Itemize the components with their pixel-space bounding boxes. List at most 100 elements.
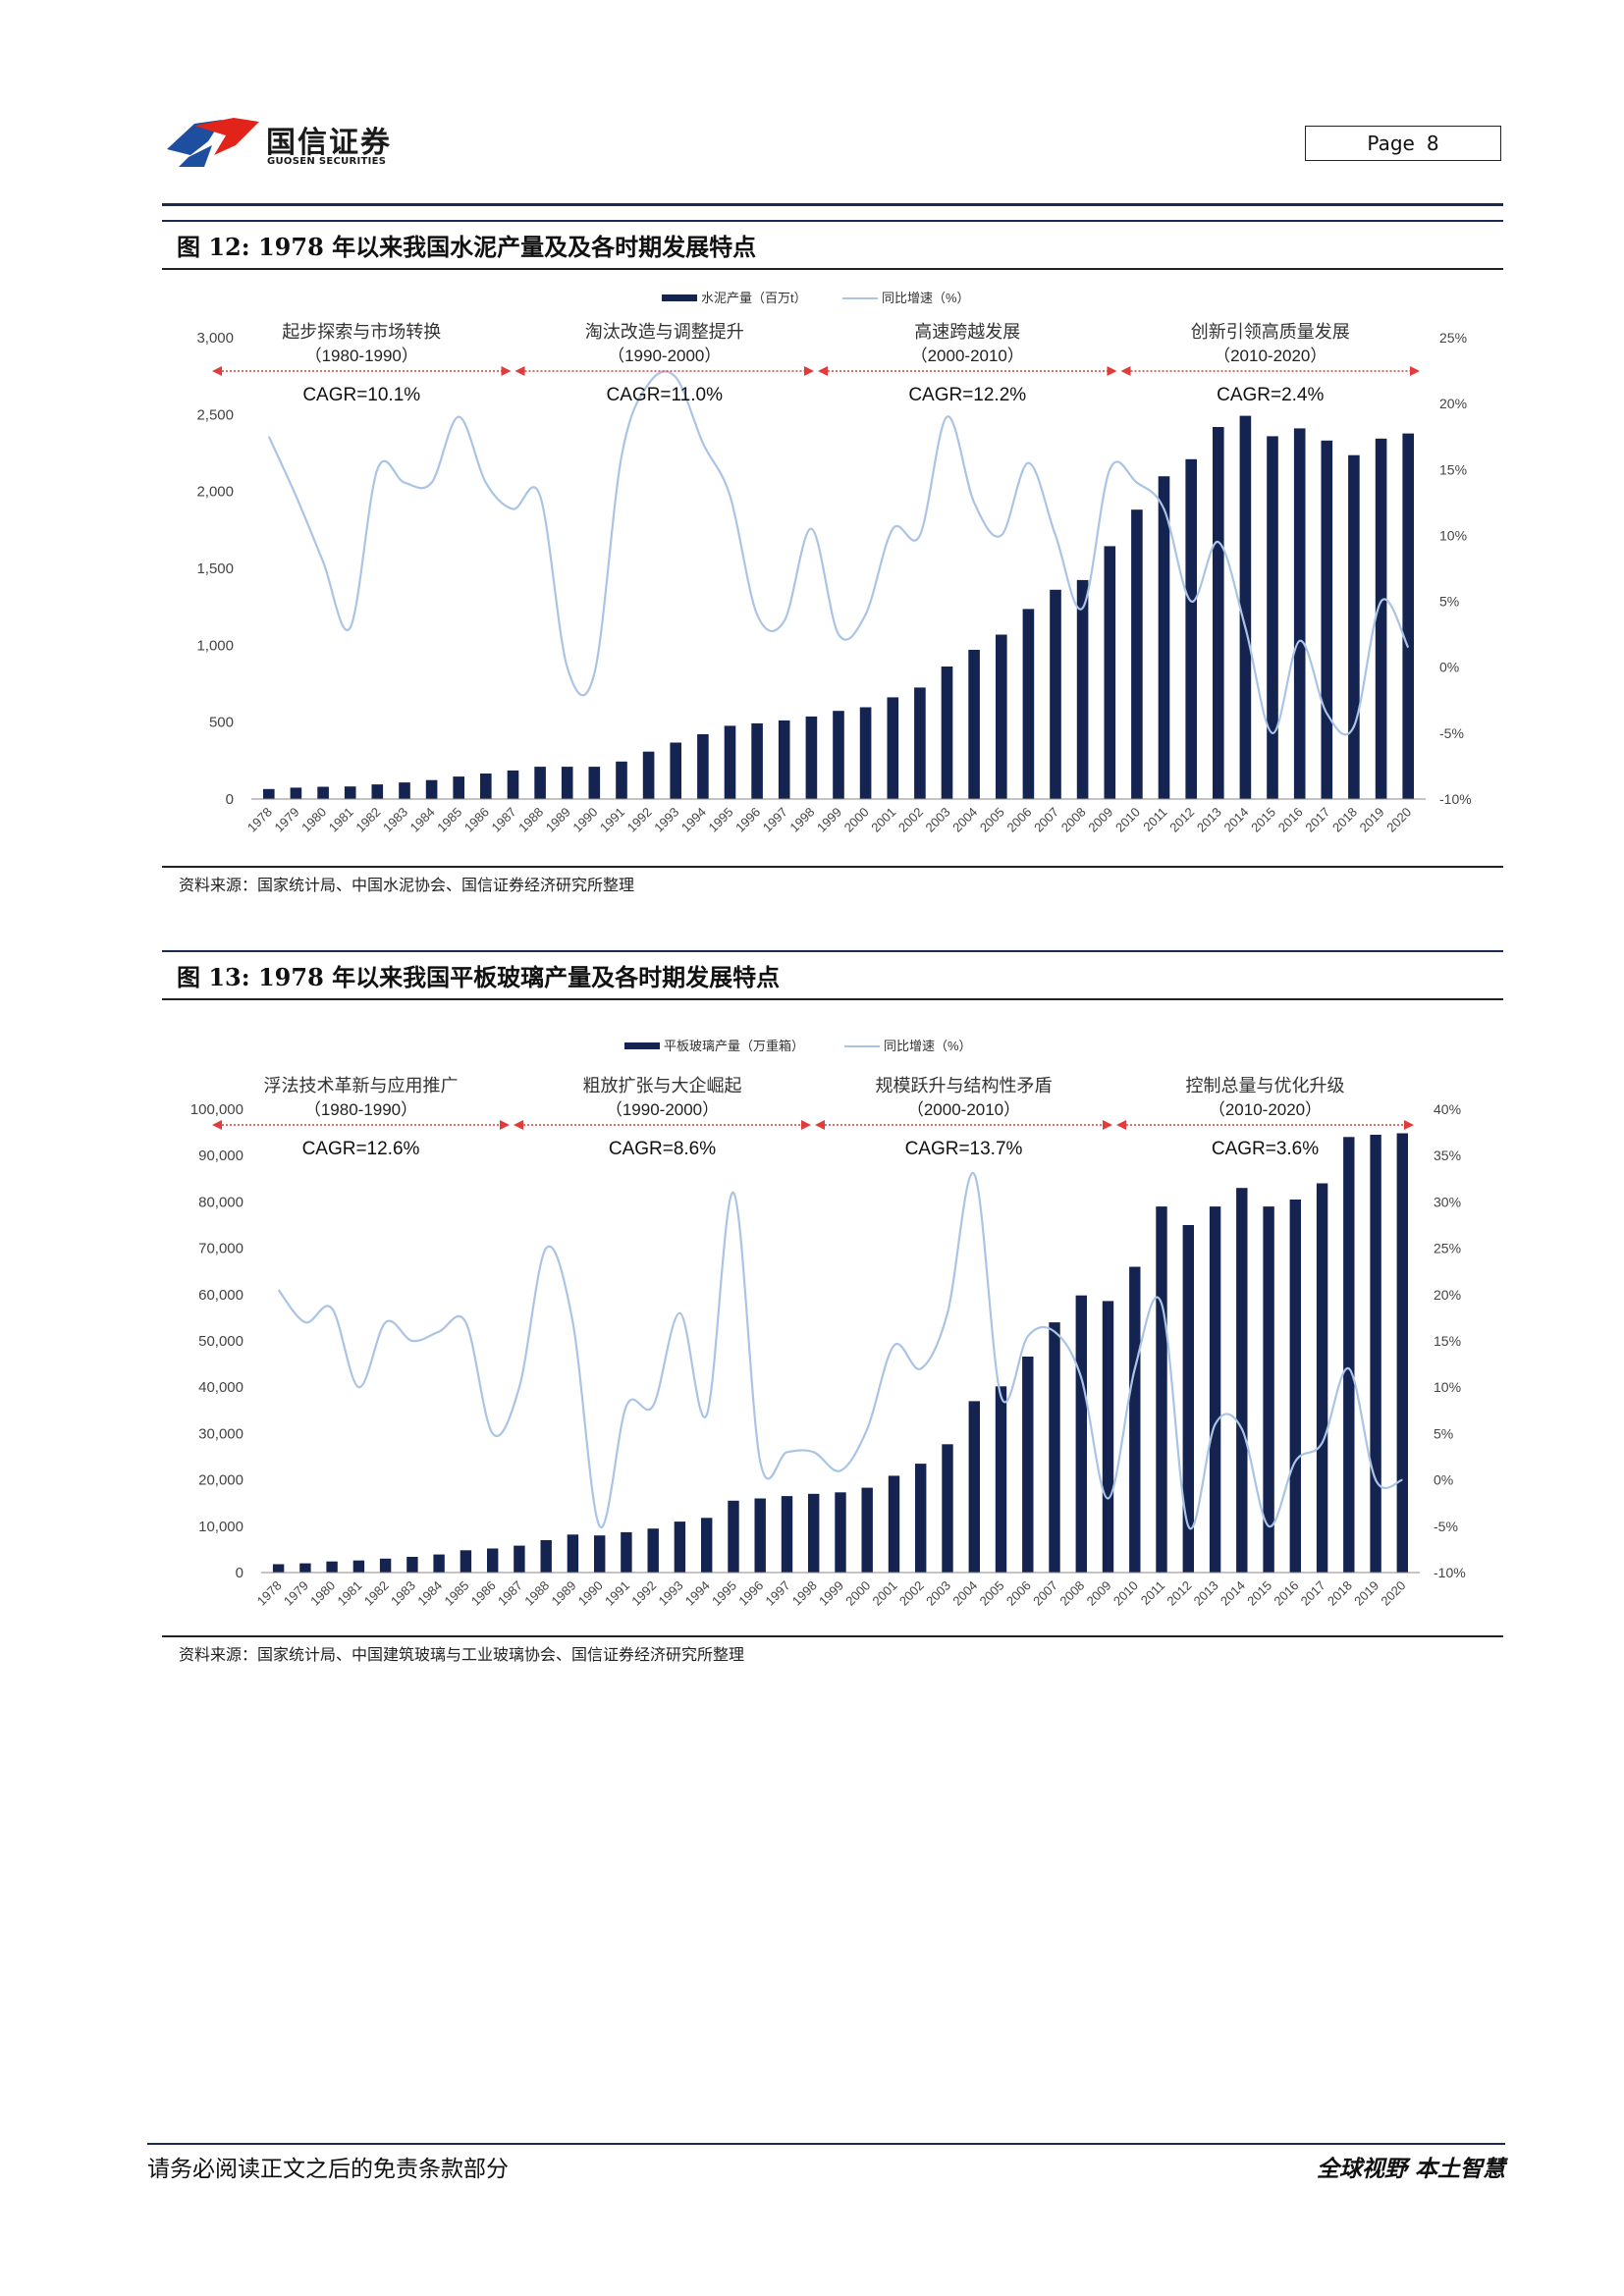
bar-2014 bbox=[1239, 415, 1252, 799]
bar-1991 bbox=[621, 1531, 632, 1573]
bar-2012 bbox=[1185, 458, 1197, 799]
x-tick-label: 2004 bbox=[949, 805, 980, 835]
bar-2016 bbox=[1289, 1200, 1301, 1573]
period-range: （2000-2010） bbox=[907, 1100, 1020, 1119]
period-cagr: CAGR=13.7% bbox=[905, 1139, 1023, 1159]
x-tick-label: 2018 bbox=[1325, 1578, 1355, 1609]
logo-mark-icon bbox=[167, 118, 259, 167]
period-range: （1990-2000） bbox=[606, 1100, 719, 1119]
y-right-tick-label: 20% bbox=[1439, 396, 1467, 411]
y-left-tick-label: 0 bbox=[236, 1565, 244, 1581]
y-right-tick-label: 10% bbox=[1434, 1379, 1461, 1395]
x-tick-label: 1995 bbox=[706, 805, 736, 835]
period-arrow-left-icon bbox=[514, 1120, 523, 1130]
bar-2011 bbox=[1158, 476, 1170, 799]
period-name: 浮法技术革新与应用推广 bbox=[264, 1076, 459, 1095]
figure-12-title: 图 12: 1978 年以来我国水泥产量及及各时期发展特点 bbox=[177, 228, 756, 262]
x-tick-label: 1994 bbox=[678, 805, 709, 835]
period-arrow-right-icon bbox=[501, 366, 512, 376]
bar-1985 bbox=[453, 776, 464, 799]
period-arrow-left-icon bbox=[212, 1120, 222, 1130]
x-tick-label: 1998 bbox=[789, 1578, 820, 1609]
x-tick-label: 2020 bbox=[1378, 1578, 1408, 1609]
y-right-tick-label: 25% bbox=[1434, 1241, 1461, 1256]
figure-13-bottom-rule bbox=[162, 1635, 1503, 1637]
x-tick-label: 2013 bbox=[1191, 1578, 1221, 1609]
bar-2003 bbox=[942, 1444, 953, 1573]
x-tick-label: 2002 bbox=[895, 805, 926, 835]
bar-1980 bbox=[317, 786, 329, 799]
x-tick-label: 1989 bbox=[543, 805, 573, 835]
period-arrow-right-icon bbox=[1103, 1120, 1112, 1130]
bar-1983 bbox=[406, 1557, 418, 1573]
bar-1978 bbox=[272, 1564, 285, 1573]
bar-2000 bbox=[861, 1487, 873, 1573]
x-tick-label: 1982 bbox=[361, 1578, 392, 1609]
bar-2020 bbox=[1402, 433, 1414, 799]
x-tick-label: 2003 bbox=[923, 1578, 953, 1609]
x-tick-label: 1987 bbox=[489, 805, 519, 835]
x-tick-label: 2008 bbox=[1058, 805, 1089, 835]
bar-2019 bbox=[1375, 438, 1387, 799]
bar-2020 bbox=[1396, 1133, 1408, 1573]
x-tick-label: 2011 bbox=[1140, 805, 1169, 834]
bar-2018 bbox=[1348, 454, 1360, 799]
y-right-tick-label: -10% bbox=[1439, 791, 1472, 807]
x-tick-label: 2010 bbox=[1112, 805, 1143, 835]
y-left-tick-label: 40,000 bbox=[198, 1379, 244, 1396]
y-left-tick-label: 3,000 bbox=[196, 330, 234, 347]
figure-12-title-text: 1978 年以来我国水泥产量及及各时期发展特点 bbox=[257, 233, 757, 261]
x-tick-label: 1986 bbox=[461, 805, 492, 835]
legend-bar-swatch bbox=[662, 294, 697, 301]
x-tick-label: 1989 bbox=[549, 1578, 579, 1609]
period-arrow-left-icon bbox=[818, 366, 828, 376]
bar-2002 bbox=[915, 1464, 927, 1573]
y-right-tick-label: 5% bbox=[1434, 1425, 1453, 1441]
x-tick-label: 1986 bbox=[468, 1578, 499, 1609]
x-tick-label: 1995 bbox=[709, 1578, 739, 1609]
period-name: 淘汰改造与调整提升 bbox=[585, 322, 744, 342]
x-tick-label: 1993 bbox=[651, 805, 681, 835]
bar-1985 bbox=[460, 1550, 472, 1573]
bar-2016 bbox=[1293, 428, 1306, 799]
figure-13-top-rule bbox=[162, 950, 1503, 952]
legend-line-label: 同比增速（%） bbox=[882, 291, 970, 305]
y-right-tick-label: -5% bbox=[1434, 1519, 1458, 1534]
bar-1993 bbox=[674, 1522, 686, 1573]
y-right-tick-label: 15% bbox=[1439, 461, 1467, 477]
glass-chart: 平板玻璃产量（万重箱） 同比增速（%） 0 10,000 20,000 30,000 40,… bbox=[190, 1039, 1466, 1609]
x-tick-label: 2016 bbox=[1271, 1578, 1301, 1609]
bar-2008 bbox=[1076, 579, 1089, 799]
x-tick-label: 2008 bbox=[1056, 1578, 1087, 1609]
x-tick-label: 2003 bbox=[923, 805, 953, 835]
x-tick-label: 1993 bbox=[656, 1578, 686, 1609]
x-tick-label: 1999 bbox=[816, 1578, 846, 1609]
y-left-tick-label: 80,000 bbox=[198, 1194, 244, 1210]
x-tick-label: 1991 bbox=[597, 805, 627, 835]
bar-1984 bbox=[425, 779, 438, 799]
figure-13-label: 图 13: bbox=[177, 963, 250, 991]
bar-1996 bbox=[751, 722, 763, 799]
logo-text-cn: 国信证券 bbox=[266, 126, 392, 160]
bar-2019 bbox=[1370, 1135, 1381, 1573]
period-arrow-left-icon bbox=[1116, 1120, 1126, 1130]
x-tick-label: 1980 bbox=[298, 805, 329, 835]
period-name: 起步探索与市场转换 bbox=[282, 322, 441, 342]
growth-line bbox=[277, 1171, 1403, 1530]
figure-13-title-text: 1978 年以来我国平板玻璃产量及各时期发展特点 bbox=[257, 963, 781, 991]
bar-1988 bbox=[540, 1540, 552, 1573]
x-tick-label: 1978 bbox=[244, 805, 275, 835]
bar-2003 bbox=[941, 667, 953, 799]
period-cagr: CAGR=3.6% bbox=[1212, 1139, 1319, 1159]
y-right-tick-label: 25% bbox=[1439, 330, 1467, 346]
x-tick-label: 1991 bbox=[602, 1578, 632, 1609]
legend-line-label: 同比增速（%） bbox=[884, 1039, 972, 1053]
x-tick-label: 1984 bbox=[407, 805, 438, 835]
growth-line bbox=[267, 370, 1410, 736]
x-tick-label: 1979 bbox=[281, 1578, 311, 1609]
period-name: 粗放扩张与大企崛起 bbox=[583, 1076, 742, 1095]
y-left-tick-label: 30,000 bbox=[198, 1425, 244, 1442]
x-tick-label: 2006 bbox=[1003, 1578, 1034, 1609]
x-tick-label: 2014 bbox=[1220, 805, 1251, 835]
bar-2005 bbox=[995, 1386, 1007, 1573]
